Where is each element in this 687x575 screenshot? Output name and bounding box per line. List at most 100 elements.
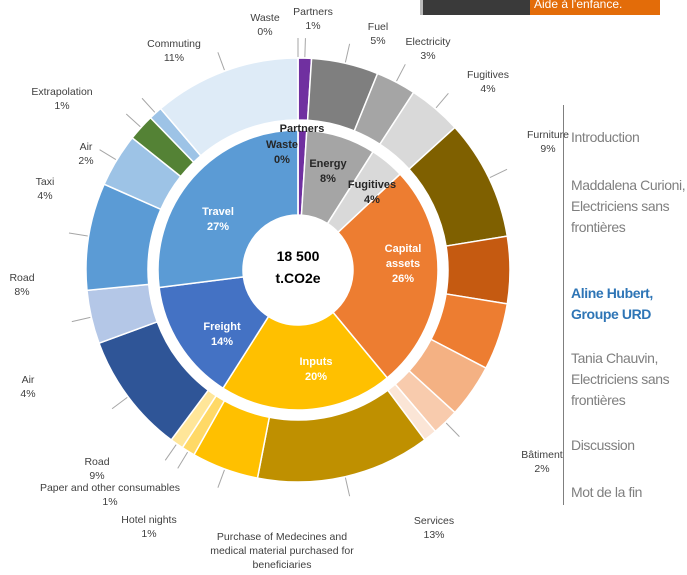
inner-segment: [332, 173, 439, 379]
label-value: 4%: [37, 190, 53, 202]
leader-line: [71, 316, 91, 323]
label-value: 4%: [364, 194, 380, 206]
inner-label: Travel 27%: [186, 205, 250, 235]
leader-line: [304, 38, 306, 58]
outer-label: Fugitives 4%: [467, 68, 509, 96]
label-value: 0%: [257, 26, 273, 38]
outer-label: Road 9%: [84, 455, 109, 483]
inner-label: Energy 8%: [296, 157, 360, 187]
menu-item[interactable]: Mot de la fin: [571, 484, 643, 500]
leader-line: [344, 477, 351, 497]
label-name: Electricity: [405, 36, 451, 48]
leader-line: [111, 396, 128, 410]
leader-line: [445, 422, 460, 438]
leader-line: [489, 168, 508, 179]
label-value: 4%: [20, 388, 36, 400]
outer-label: Road 8%: [9, 271, 34, 299]
label-name: Waste: [266, 139, 298, 151]
inner-label: Fugitives 4%: [340, 178, 404, 208]
label-name: Air: [21, 374, 35, 386]
inner-segment: [158, 276, 270, 390]
menu-item[interactable]: Introduction: [571, 129, 640, 145]
label-name: Services: [413, 515, 455, 527]
outer-label: Waste 0%: [250, 11, 279, 39]
leader-line: [125, 113, 141, 128]
menu-item[interactable]: Maddalena Curioni, Electriciens sans fro…: [571, 177, 686, 235]
label-name: Capital assets: [384, 243, 422, 270]
center-subtitle: t.CO2e: [275, 270, 320, 286]
label-value: 9%: [540, 143, 556, 155]
label-value: 4%: [480, 83, 496, 95]
photo: [420, 0, 533, 15]
outer-label: Furniture 9%: [527, 128, 569, 156]
outer-label: Taxi 4%: [36, 175, 55, 203]
leader-line: [177, 451, 189, 469]
label-name: Extrapolation: [31, 86, 93, 98]
leader-line: [141, 97, 156, 113]
leader-line: [344, 43, 351, 63]
leader-line: [68, 232, 88, 237]
label-name: Travel: [202, 206, 234, 218]
label-value: 8%: [320, 173, 336, 185]
label-name: Partners: [293, 6, 333, 18]
label-name: Bâtiment: [521, 449, 563, 461]
label-value: 8%: [14, 286, 30, 298]
label-value: 1%: [54, 100, 70, 112]
inner-label: Capital assets 26%: [371, 242, 435, 287]
outer-segment: [445, 235, 511, 305]
label-value: 11%: [163, 52, 185, 64]
center-title: 18 500: [277, 248, 320, 264]
label-name: Furniture: [526, 129, 570, 141]
leader-line: [435, 93, 449, 109]
label-value: 14%: [210, 336, 234, 348]
label-name: Waste: [250, 12, 280, 24]
outer-label: Paper and other consumables 1%: [40, 481, 180, 509]
outer-label: Bâtiment 2%: [521, 448, 562, 476]
label-name: Paper and other consumables: [39, 482, 181, 494]
menu-item[interactable]: Tania Chauvin, Electriciens sans frontiè…: [571, 350, 670, 408]
leader-line: [217, 469, 225, 488]
label-name: Road: [84, 456, 110, 468]
outer-label: Electricity 3%: [406, 35, 451, 63]
label-value: 27%: [206, 221, 230, 233]
outer-label: Air 4%: [20, 373, 35, 401]
center-hole: [246, 218, 350, 322]
outer-label: Fuel 5%: [368, 20, 388, 48]
outer-label: Services 13%: [414, 514, 454, 542]
label-value: 2%: [78, 155, 94, 167]
label-value: 20%: [304, 371, 328, 383]
label-value: 5%: [370, 35, 386, 47]
inner-label: Partners: [270, 122, 334, 137]
label-name: Road: [9, 272, 35, 284]
label-value: 26%: [391, 273, 415, 285]
leader-line: [99, 149, 117, 161]
leader-line: [396, 64, 406, 82]
label-name: Fugitives: [466, 69, 510, 81]
label-name: Taxi: [35, 176, 55, 188]
label-value: 3%: [420, 50, 436, 62]
menu-item[interactable]: Discussion: [571, 437, 635, 453]
inner-label: Inputs 20%: [284, 355, 348, 385]
label-name: Hotel nights: [121, 514, 177, 526]
label-value: 2%: [534, 463, 550, 475]
sunburst-chart: 18 500 t.CO2e: [68, 38, 511, 497]
inner-segment: [157, 129, 299, 289]
menu-item[interactable]: Aline Hubert, Groupe URD: [571, 285, 653, 322]
outer-label: Hotel nights 1%: [121, 513, 176, 541]
label-name: Energy: [309, 158, 347, 170]
label-name: Air: [79, 141, 93, 153]
outer-label: Partners 1%: [293, 5, 333, 33]
label-name: Fugitives: [347, 179, 397, 191]
label-name: Inputs: [299, 356, 333, 368]
leader-line: [164, 444, 177, 461]
label-name: Freight: [203, 321, 241, 333]
inner-segment: [221, 311, 389, 411]
side-menu: Introduction Maddalena Curioni, Electrici…: [563, 105, 687, 505]
label-value: 1%: [141, 528, 157, 540]
label-value: 0%: [274, 154, 290, 166]
label-value: 1%: [102, 496, 118, 508]
leader-line: [217, 52, 225, 71]
label-name: Purchase of Medecines and medical materi…: [210, 531, 354, 571]
label-name: Commuting: [147, 38, 201, 50]
